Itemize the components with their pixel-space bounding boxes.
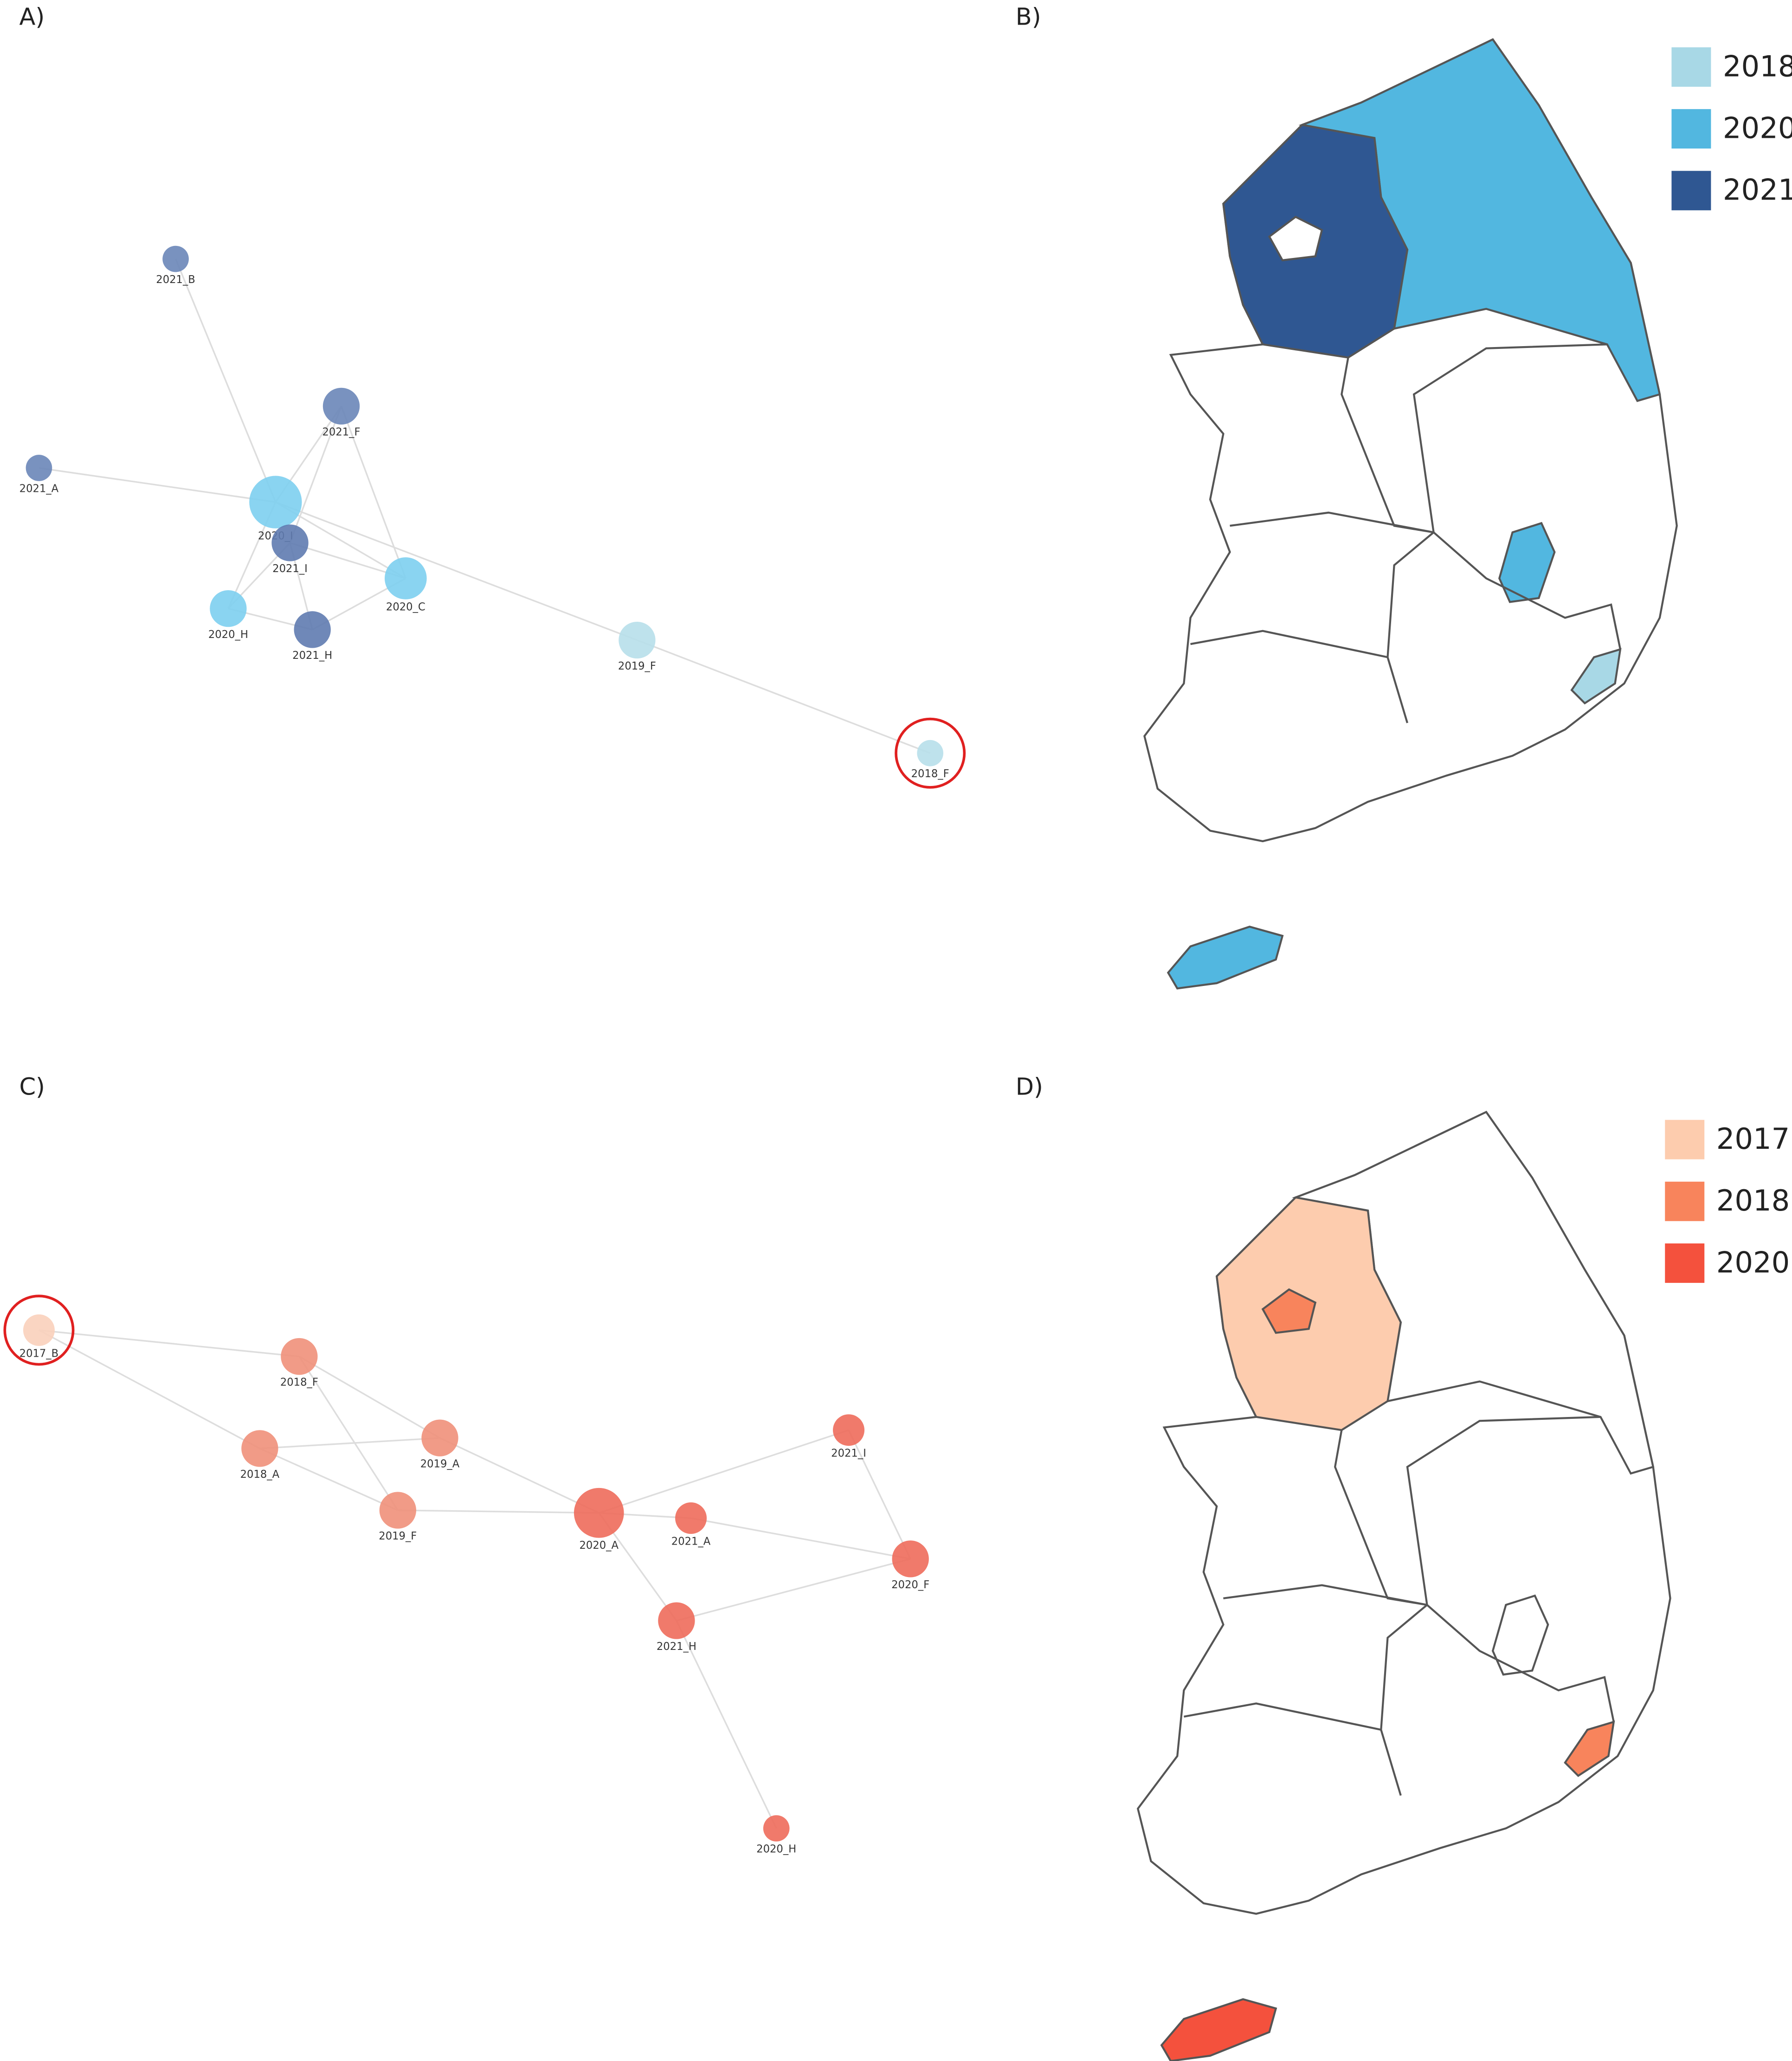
node-label: 2020_A xyxy=(580,1539,619,1552)
legend-label: 2020 xyxy=(1716,1245,1790,1279)
node-label: 2021_I xyxy=(831,1448,866,1460)
node-label: 2021_A xyxy=(671,1536,711,1548)
node xyxy=(917,740,943,766)
legend-swatch xyxy=(1671,109,1711,149)
edge xyxy=(676,1558,911,1622)
node xyxy=(26,455,52,481)
edge xyxy=(259,1448,399,1511)
node xyxy=(162,245,189,272)
node xyxy=(833,1414,865,1446)
highlight-ring xyxy=(3,1295,75,1366)
node-label: 2021_H xyxy=(657,1641,696,1653)
panel-label: B) xyxy=(1016,4,1041,31)
map xyxy=(1143,38,1678,990)
region xyxy=(1498,522,1556,603)
edge xyxy=(298,1356,399,1511)
node-label: 2021_F xyxy=(322,426,360,438)
edge xyxy=(174,258,277,502)
legend-swatch xyxy=(1665,1120,1705,1159)
region xyxy=(1564,1720,1615,1777)
node-label: 2020_F xyxy=(891,1579,929,1591)
node xyxy=(210,590,247,627)
node xyxy=(619,621,656,659)
node xyxy=(379,1492,416,1529)
node-label: 2020_H xyxy=(208,629,248,641)
edge xyxy=(439,1437,599,1514)
region xyxy=(1491,1594,1549,1676)
panel-label: D) xyxy=(1016,1074,1043,1101)
node-label: 2019_A xyxy=(420,1458,460,1470)
node-label: 2021_B xyxy=(156,274,195,286)
edge xyxy=(637,639,931,754)
legend-label: 2020 xyxy=(1723,111,1792,145)
edge xyxy=(599,1429,849,1514)
node-label: 2020_C xyxy=(386,601,425,613)
node-label: 2020_H xyxy=(756,1843,796,1855)
edge xyxy=(676,1620,777,1829)
node xyxy=(675,1502,707,1534)
node-label: 2018_A xyxy=(240,1468,280,1481)
node xyxy=(249,476,302,528)
edge xyxy=(848,1430,911,1559)
node-label: 2019_F xyxy=(618,660,656,672)
node xyxy=(271,524,309,561)
legend-swatch xyxy=(1665,1243,1705,1283)
node xyxy=(574,1488,624,1538)
edge xyxy=(289,406,342,543)
node xyxy=(763,1815,790,1842)
node-label: 2018_F xyxy=(911,768,949,780)
node xyxy=(658,1602,695,1639)
legend-swatch xyxy=(1665,1181,1705,1221)
legend-swatch xyxy=(1671,171,1711,211)
legend-label: 2018 xyxy=(1723,49,1792,83)
highlight-ring xyxy=(895,717,966,789)
panel-label: C) xyxy=(19,1074,45,1101)
edge xyxy=(340,406,406,579)
edge xyxy=(39,467,276,503)
node xyxy=(384,557,427,599)
region-border xyxy=(1190,343,1622,723)
node xyxy=(281,1338,318,1375)
node xyxy=(421,1419,458,1456)
panel-label: A) xyxy=(19,4,45,31)
legend-swatch xyxy=(1671,47,1711,87)
node xyxy=(241,1430,278,1467)
region xyxy=(1570,648,1622,705)
node-label: 2021_H xyxy=(292,650,332,662)
edge xyxy=(299,1356,440,1439)
legend-label: 2017 xyxy=(1716,1122,1790,1156)
region xyxy=(1268,215,1323,262)
node xyxy=(322,387,360,425)
node-label: 2017_B xyxy=(19,1347,59,1359)
edge xyxy=(39,1329,300,1358)
region xyxy=(1160,1998,1277,2061)
node-label: 2018_F xyxy=(280,1377,318,1389)
node xyxy=(892,1540,929,1578)
node-label: 2021_I xyxy=(272,563,308,575)
node xyxy=(294,611,331,648)
edge xyxy=(259,1437,440,1449)
node-label: 2021_A xyxy=(19,483,59,495)
legend-label: 2018 xyxy=(1716,1184,1790,1217)
node xyxy=(23,1314,55,1346)
edge xyxy=(690,1517,911,1560)
region xyxy=(1167,925,1284,990)
map xyxy=(1136,1110,1671,2061)
legend-label: 2021 xyxy=(1723,173,1792,207)
region-border xyxy=(1184,1416,1615,1796)
node-label: 2019_F xyxy=(379,1530,417,1542)
edge xyxy=(39,1329,260,1449)
edge xyxy=(398,1509,599,1514)
edge xyxy=(275,501,638,641)
region xyxy=(1261,1288,1317,1334)
